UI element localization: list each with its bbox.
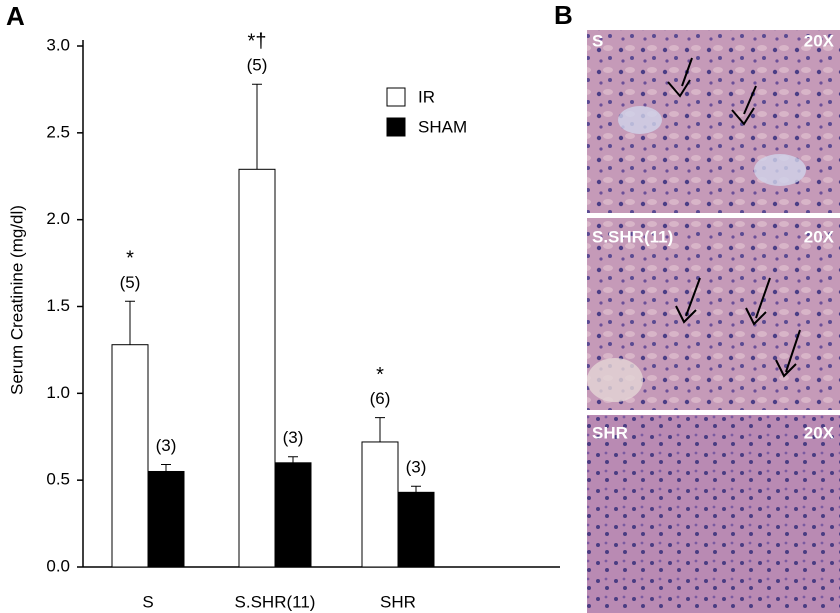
- significance-label: *: [126, 248, 134, 270]
- significance-label: *: [376, 364, 384, 386]
- n-label: (3): [156, 436, 177, 455]
- bar: [111, 344, 149, 568]
- legend-swatch: [386, 117, 406, 137]
- x-tick-label: S: [142, 592, 153, 611]
- micrograph: SHR 20X: [587, 415, 840, 613]
- y-tick-label: 1.5: [46, 296, 70, 315]
- magnification: 20X: [804, 423, 835, 442]
- y-tick-label: 0.5: [46, 470, 70, 489]
- tubule: [754, 154, 806, 186]
- n-label: (5): [247, 56, 268, 75]
- bar: [361, 441, 399, 568]
- error-bar: [161, 464, 171, 472]
- arrow: [675, 277, 801, 378]
- error-bar: [411, 485, 421, 493]
- magnification: 20X: [804, 227, 835, 246]
- bar: [238, 168, 276, 568]
- magnification: 20X: [804, 31, 835, 50]
- error-bar: [375, 417, 385, 442]
- n-label: (3): [283, 428, 304, 447]
- micrograph-image: [587, 415, 840, 613]
- error-bar: [288, 456, 298, 463]
- tubule: [618, 106, 662, 134]
- y-tick-label: 2.5: [46, 122, 70, 141]
- arrow: [667, 57, 757, 126]
- legend-label: IR: [418, 87, 435, 106]
- legend-label: SHAM: [418, 117, 467, 136]
- error-bar: [125, 300, 135, 345]
- bar: [274, 462, 312, 568]
- micrograph-label: SHR: [592, 423, 628, 442]
- y-tick-label: 3.0: [46, 35, 70, 54]
- micrograph: S.SHR(11) 20X: [587, 218, 840, 410]
- bar: [147, 470, 185, 568]
- error-bar: [252, 83, 262, 170]
- bar: [397, 491, 435, 568]
- x-tick-label: S.SHR(11): [235, 592, 316, 611]
- micrograph-label: S: [592, 31, 603, 50]
- y-tick-label: 0.0: [46, 556, 70, 575]
- panel-label: A: [6, 1, 25, 31]
- legend-swatch: [386, 87, 406, 107]
- micrograph-label: S.SHR(11): [592, 227, 673, 246]
- n-label: (3): [406, 458, 427, 477]
- micrograph: S 20X: [587, 30, 840, 213]
- tissue: [587, 358, 643, 402]
- y-tick-label: 1.0: [46, 383, 70, 402]
- n-label: (5): [120, 273, 141, 292]
- n-label: (6): [370, 389, 391, 408]
- panel-label: B: [554, 0, 573, 30]
- y-axis-label: Serum Creatinine (mg/dl): [7, 205, 26, 395]
- x-tick-label: SHR: [380, 592, 416, 611]
- significance-label: *†: [248, 30, 267, 52]
- y-tick-label: 2.0: [46, 209, 70, 228]
